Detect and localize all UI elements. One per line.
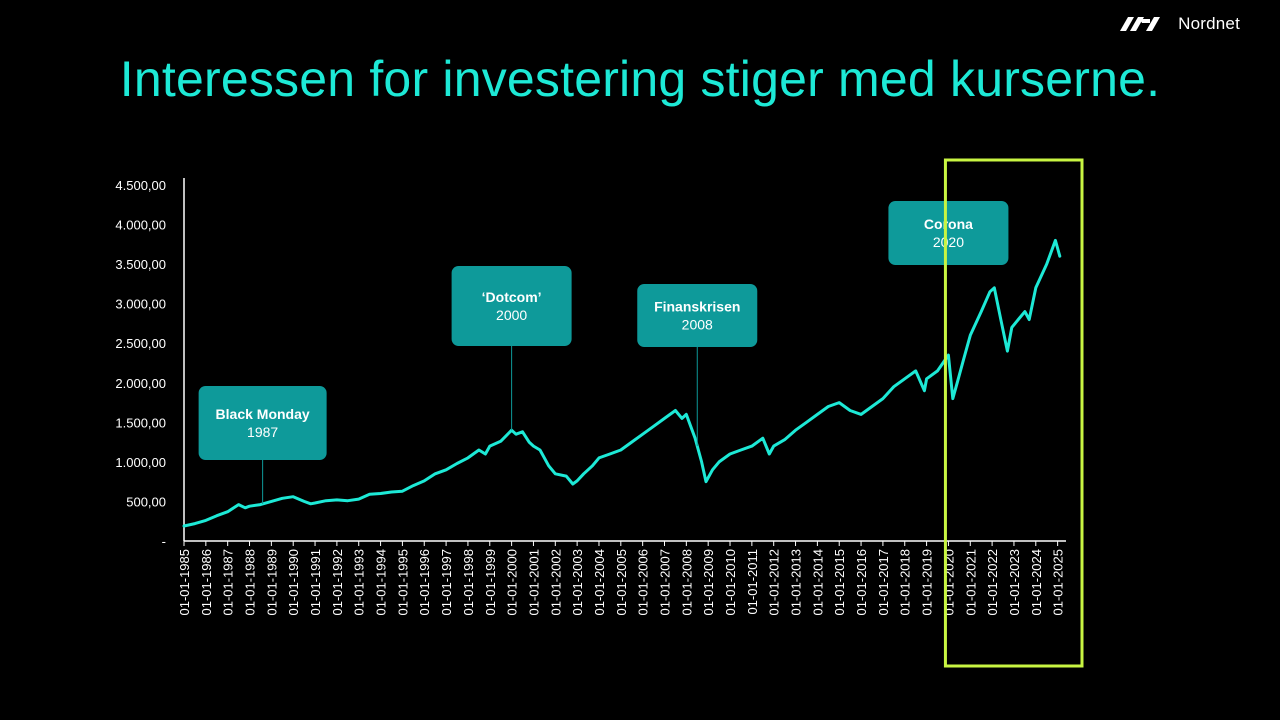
callout-box [451,266,572,346]
x-tick-label: 01-01-1998 [461,549,476,616]
x-tick-label: 01-01-2008 [679,549,694,616]
x-tick-label: 01-01-1989 [264,549,279,616]
nordnet-mark-icon [1120,17,1161,31]
x-tick-label: 01-01-1987 [221,549,236,616]
callout-title: ‘Dotcom’ [482,289,542,305]
y-tick-label: 4.000,00 [115,218,166,233]
callout-box [198,386,327,460]
y-tick-label: 3.500,00 [115,257,166,272]
x-tick-label: 01-01-2017 [876,549,891,616]
callout-year: 1987 [247,424,278,440]
x-tick-label: 01-01-2009 [701,549,716,616]
x-tick-label: 01-01-2002 [548,549,563,616]
callout-box [637,284,758,347]
x-tick-label: 01-01-2019 [920,549,935,616]
y-tick-label: 4.500,00 [115,178,166,193]
series-line [182,238,1062,528]
x-tick-label: 01-01-1988 [243,549,258,616]
x-tick-label: 01-01-2010 [723,549,738,616]
x-tick-label: 01-01-2000 [505,549,520,616]
callout-box [888,201,1009,265]
x-tick-label: 01-01-2007 [657,549,672,616]
x-tick-label: 01-01-2001 [526,549,541,616]
x-tick-label: 01-01-1986 [199,549,214,616]
y-tick-label: 2.500,00 [115,336,166,351]
x-tick-label: 01-01-1999 [483,549,498,616]
x-tick-label: 01-01-2012 [767,549,782,616]
x-tick-label: 01-01-2015 [832,549,847,616]
y-tick-label: 1.500,00 [115,415,166,430]
x-tick-label: 01-01-1990 [286,549,301,616]
callout-year: 2008 [682,317,713,333]
y-tick-label: 2.000,00 [115,376,166,391]
x-tick-label: 01-01-2023 [1007,549,1022,616]
x-tick-label: 01-01-1996 [417,549,432,616]
x-tick-label: 01-01-1993 [352,549,367,616]
y-tick-label: 3.000,00 [115,297,166,312]
x-tick-label: 01-01-2014 [810,549,825,616]
callout-year: 2020 [933,234,964,250]
x-tick-label: 01-01-2006 [636,549,651,616]
callout-year: 2000 [496,307,527,323]
x-tick-label: 01-01-1995 [395,549,410,616]
x-tick-label: 01-01-2025 [1051,549,1066,616]
x-tick-label: 01-01-1994 [374,549,389,616]
highlight-box [943,158,1084,668]
x-tick-label: 01-01-1992 [330,549,345,616]
y-tick-label: 500,00 [126,494,166,509]
x-tick-label: 01-01-2018 [898,549,913,616]
callout-title: Finanskrisen [654,299,740,315]
x-tick-label: 01-01-1991 [308,549,323,616]
x-tick-label: 01-01-2005 [614,549,629,616]
x-tick-label: 01-01-1985 [177,549,192,616]
brand-name: Nordnet [1178,14,1240,33]
x-tick-label: 01-01-2016 [854,549,869,616]
x-tick-label: 01-01-2013 [789,549,804,616]
x-tick-label: 01-01-2021 [963,549,978,616]
callout-title: Corona [924,216,973,232]
x-tick-label: 01-01-2003 [570,549,585,616]
y-tick-label: - [162,534,166,549]
x-tick-label: 01-01-2020 [941,549,956,616]
y-tick-label: 1.000,00 [115,455,166,470]
x-tick-label: 01-01-2004 [592,549,607,616]
slide-title: Interessen for investering stiger med ku… [119,51,1161,107]
callout-title: Black Monday [216,406,310,422]
x-tick-label: 01-01-2022 [985,549,1000,616]
nordnet-logo: Nordnet [1120,14,1240,34]
x-tick-label: 01-01-1997 [439,549,454,616]
x-tick-label: 01-01-2024 [1029,549,1044,616]
x-tick-label: 01-01-2011 [745,549,760,615]
